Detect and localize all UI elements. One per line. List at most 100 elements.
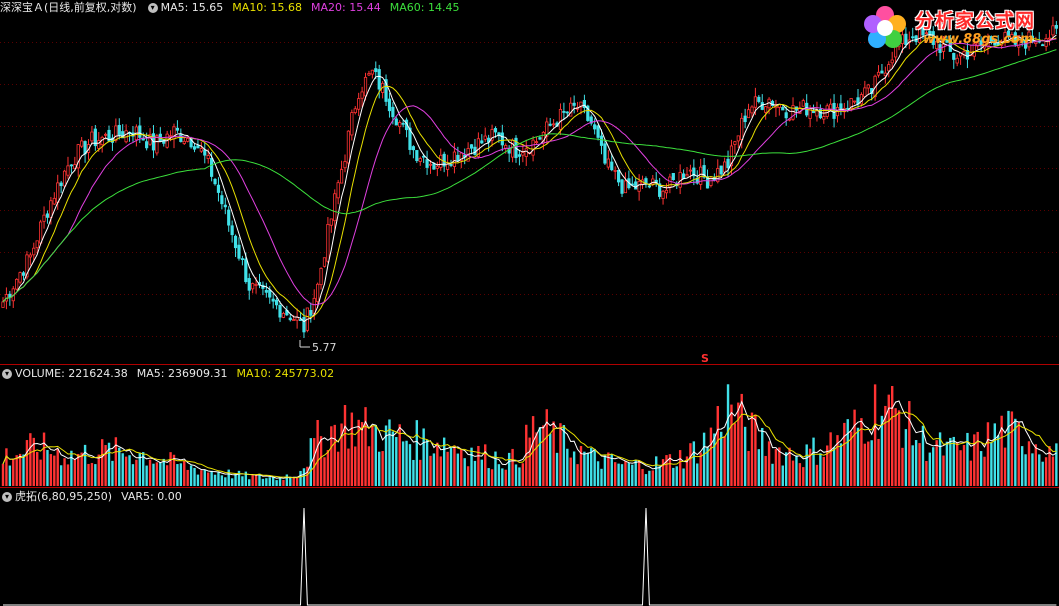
volume-bar [494,451,497,486]
var5-label: VAR5: 0.00 [121,490,182,503]
candle-body [210,158,214,177]
volume-bar [83,444,87,486]
candle-body [66,165,70,176]
candle-body [617,169,621,183]
volume-bar [661,459,665,486]
volume-bar [439,456,442,486]
dropdown-icon[interactable]: ▾ [147,3,158,13]
volume-bar [607,452,610,486]
candle-body [517,154,522,157]
volume-bar [12,458,15,486]
volume-bar [466,466,470,486]
ma5-line [2,34,1057,323]
candle-body [825,105,829,117]
dropdown-icon[interactable]: ▾ [2,369,12,379]
candle-body [552,123,556,126]
volume-bar [302,468,306,486]
candle-body [268,289,272,298]
volume-bar [843,422,846,486]
logo-title: 分析家公式网 [915,10,1036,32]
candle-body [418,158,422,162]
volume-bar [747,450,750,486]
volume-bar [224,477,227,486]
candle-body [791,105,795,120]
volume-bar [1017,421,1020,486]
volume-bar [832,447,836,486]
candle-body [90,131,94,142]
candle-body [593,124,597,130]
volume-bar [460,449,463,486]
candle-body [336,182,340,199]
candle-body [651,178,655,185]
volume-bar [227,469,230,486]
candle-body [476,138,480,157]
candle-body [339,169,344,184]
candle-body [562,111,566,113]
volume-bar [152,463,155,486]
candle-body [1006,30,1011,37]
volume-bar [610,454,613,486]
candle-body [271,298,275,302]
candle-body [746,109,751,119]
volume-bar [620,464,624,486]
volume-bar [1014,418,1017,486]
candle-body [705,176,710,189]
candle-body [473,146,477,155]
candle-body [18,272,22,283]
volume-bar [289,476,292,486]
candle-body [876,71,881,76]
volume-bar [367,446,371,486]
candle-body [186,138,190,142]
volume-bar [542,425,545,486]
volume-bar [87,463,90,486]
dropdown-icon[interactable]: ▾ [2,492,12,502]
candle-body [213,178,217,185]
volume-bar [514,464,518,486]
volume-bar [473,460,477,486]
volume-bar [774,449,778,486]
volume-bar [617,463,620,486]
volume-bar [880,415,884,486]
volume-bar [689,443,692,486]
candle-body [227,209,231,226]
candle-body [740,117,744,140]
candle-body [292,319,296,321]
volume-bar [788,447,791,486]
volume-bar [200,470,203,486]
volume-bar [675,466,678,486]
candle-body [979,40,983,46]
candle-body [545,121,549,137]
ma20-line [2,38,1057,306]
volume-bar [268,477,271,486]
volume-bar [938,432,942,486]
volume-bar [237,470,241,486]
volume-bar [285,474,289,486]
candle-body [69,164,73,167]
volume-bar [429,455,432,486]
candle-body [917,27,922,43]
candle-body [935,40,939,49]
volume-bar [453,445,456,486]
volume-bar [5,448,8,486]
candle-body [534,141,539,144]
candle-body [220,195,224,205]
candle-body [274,299,279,306]
candle-body [278,304,282,318]
candle-body [924,32,929,35]
candle-body [387,98,392,112]
volume-bar [891,386,894,486]
volume-bar [583,451,586,486]
candle-body [114,125,118,141]
volume-bar [990,442,993,486]
volume-bar [1055,443,1058,486]
candle-body [623,180,628,194]
candle-body [56,182,60,203]
candle-body [586,105,590,121]
candle-body [428,163,433,166]
volume-bar [470,447,473,486]
candle-body [989,36,993,42]
volume-label: VOLUME: 221624.38 [15,367,128,380]
candle-body [32,247,36,256]
volume-bar [1020,446,1024,486]
candle-body [28,254,32,258]
